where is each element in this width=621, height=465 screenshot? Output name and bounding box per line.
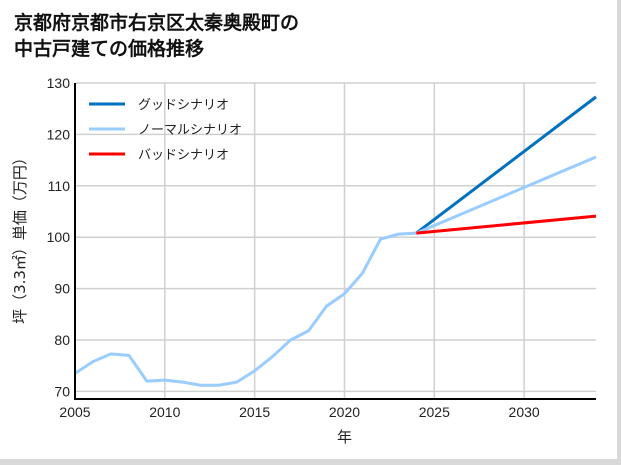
grid-lines	[75, 82, 596, 399]
series-line	[415, 155, 597, 235]
y-axis-label: 坪（3.3㎡）単価（万円）	[11, 150, 29, 324]
series-line	[415, 95, 597, 235]
tick-labels: 70 80 90 100 110 120 130 2005 2010 2015 2020 2025 20…	[47, 75, 540, 420]
x-tick-label: 2020	[329, 404, 360, 420]
x-axis-label: 年	[337, 428, 352, 446]
title-line-1: 京都府京都市右京区太秦奥殿町の	[14, 12, 300, 34]
y-tick-label: 80	[54, 332, 70, 348]
x-tick-label: 2030	[509, 404, 540, 420]
x-tick-label: 2010	[149, 404, 180, 420]
chart-title: 京都府京都市右京区太秦奥殿町の 中古戸建ての価格推移	[14, 10, 299, 62]
data-lines	[74, 95, 597, 387]
series-line	[74, 231, 417, 387]
y-tick-label: 90	[54, 281, 70, 297]
y-tick-label: 110	[48, 178, 71, 194]
y-tick-label: 130	[47, 75, 71, 91]
title-line-2: 中古戸建ての価格推移	[14, 38, 205, 60]
x-tick-label: 2025	[419, 404, 450, 420]
series-line	[416, 214, 597, 235]
axes	[74, 83, 596, 400]
legend-label: ノーマルシナリオ	[138, 123, 242, 138]
x-tick-label: 2005	[59, 404, 90, 420]
legend-label: バッドシナリオ	[138, 148, 229, 163]
legend-label: グッドシナリオ	[138, 98, 229, 113]
y-tick-label: 70	[54, 383, 70, 399]
y-tick-label: 120	[47, 126, 71, 142]
x-tick-label: 2015	[239, 404, 270, 420]
y-tick-label: 100	[47, 229, 71, 245]
